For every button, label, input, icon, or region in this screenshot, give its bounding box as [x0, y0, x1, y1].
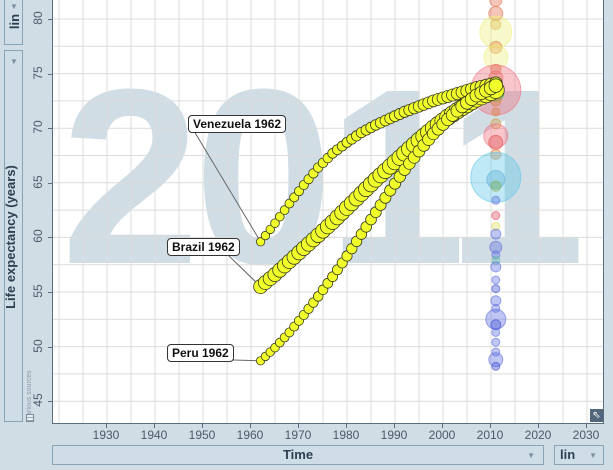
- country-bubble[interactable]: [490, 261, 502, 273]
- label-venezuela-1962[interactable]: Venezuela 1962: [188, 115, 287, 133]
- label-peru-1962[interactable]: Peru 1962: [167, 344, 234, 362]
- country-bubble[interactable]: [489, 0, 503, 7]
- label-brazil-1962[interactable]: Brazil 1962: [167, 238, 240, 256]
- table-icon[interactable]: [26, 414, 34, 422]
- plot-area[interactable]: 2011 Venezuela 1962 Brazil 1962 Peru 196…: [52, 0, 604, 424]
- x-tick-label: 1980: [332, 428, 360, 442]
- country-bubble[interactable]: [491, 347, 501, 357]
- country-bubble[interactable]: [483, 44, 509, 70]
- x-tick-label: 2010: [476, 428, 504, 442]
- country-bubble[interactable]: [488, 134, 504, 150]
- trail-point-venezuela[interactable]: [279, 205, 290, 215]
- x-tick-mark: [490, 424, 491, 428]
- y-tick-mark: [48, 237, 52, 239]
- x-tick-label: 1960: [236, 428, 264, 442]
- x-tick-mark: [202, 424, 203, 428]
- y-tick-mark: [48, 401, 52, 403]
- right-panel-edge: [605, 0, 613, 470]
- x-tick-label: 2030: [572, 428, 600, 442]
- country-bubble[interactable]: [490, 319, 502, 331]
- country-bubble[interactable]: [490, 180, 502, 192]
- y-tick-label: 45: [31, 393, 45, 407]
- dropdown-arrow-icon: ▼: [589, 451, 597, 460]
- y-tick-mark: [48, 19, 52, 20]
- trail-point-venezuela[interactable]: [275, 211, 285, 222]
- y-scale-selector[interactable]: ▼ lin: [4, 0, 23, 45]
- y-tick-label: 60: [31, 229, 45, 244]
- dropdown-arrow-icon: ▼: [10, 2, 18, 11]
- country-bubble[interactable]: [491, 107, 501, 117]
- country-bubble[interactable]: [491, 303, 501, 313]
- country-bubble[interactable]: [489, 40, 503, 54]
- country-bubble[interactable]: [488, 352, 504, 368]
- x-tick-mark: [346, 424, 347, 428]
- country-bubble[interactable]: [491, 221, 501, 231]
- country-bubble[interactable]: [470, 151, 522, 203]
- x-tick-mark: [442, 424, 443, 428]
- country-bubble[interactable]: [490, 148, 502, 160]
- country-bubble[interactable]: [490, 228, 502, 240]
- x-tick-label: 1970: [284, 428, 312, 442]
- x-scale-label: lin: [560, 447, 576, 462]
- x-tick-label: 1950: [188, 428, 216, 442]
- country-bubble[interactable]: [491, 284, 501, 294]
- x-tick-mark: [154, 424, 155, 428]
- y-tick-mark: [48, 73, 52, 75]
- y-tick-mark: [48, 292, 52, 293]
- trail-point-venezuela[interactable]: [260, 230, 271, 241]
- y-tick-label: 55: [31, 284, 45, 298]
- y-tick-mark: [48, 182, 52, 184]
- x-tick-label: 1930: [92, 428, 120, 442]
- dropdown-arrow-icon: ▼: [10, 57, 18, 66]
- country-bubble[interactable]: [491, 275, 501, 285]
- x-tick-mark: [298, 424, 299, 428]
- x-tick-mark: [106, 424, 107, 428]
- country-bubble[interactable]: [491, 337, 501, 347]
- country-bubble[interactable]: [490, 18, 502, 30]
- x-tick-mark: [394, 424, 395, 428]
- x-tick-label: 2000: [428, 428, 456, 442]
- y-tick-label: 70: [31, 120, 45, 134]
- x-tick-mark: [586, 424, 587, 428]
- y-tick-label: 75: [31, 65, 45, 80]
- trail-point-venezuela[interactable]: [270, 218, 280, 228]
- y-tick-mark: [48, 346, 52, 348]
- country-bubble[interactable]: [491, 211, 501, 221]
- country-bubble[interactable]: [491, 327, 501, 337]
- country-bubble[interactable]: [491, 361, 501, 371]
- trail-point-venezuela[interactable]: [256, 237, 266, 247]
- trail-point-peru[interactable]: [488, 78, 504, 93]
- chart-canvas[interactable]: [53, 0, 604, 424]
- x-tick-label: 1940: [140, 428, 168, 442]
- fullscreen-icon[interactable]: ⇖: [590, 409, 603, 422]
- country-bubble[interactable]: [479, 15, 513, 49]
- country-bubble[interactable]: [491, 195, 501, 205]
- x-axis-label: Time: [282, 447, 314, 462]
- y-tick-mark: [48, 128, 52, 130]
- trail-point-venezuela[interactable]: [265, 224, 275, 235]
- country-bubble[interactable]: [490, 295, 502, 307]
- x-tick-label: 1990: [380, 428, 408, 442]
- y-tick-label: 50: [31, 338, 45, 353]
- x-axis-selector[interactable]: Time ▼: [52, 445, 544, 465]
- x-tick-label: 2020: [524, 428, 552, 442]
- y-tick-label: 80: [31, 11, 45, 25]
- y-scale-label: lin: [7, 13, 22, 30]
- dropdown-arrow-icon: ▼: [527, 451, 535, 460]
- y-axis-label: Life expectancy (years): [3, 165, 18, 309]
- x-scale-selector[interactable]: lin ▼: [554, 445, 604, 465]
- y-tick-label: 65: [31, 175, 45, 189]
- country-bubble[interactable]: [489, 240, 503, 254]
- x-tick-mark: [250, 424, 251, 428]
- y-axis-selector[interactable]: ▼ Life expectancy (years): [3, 50, 23, 422]
- x-tick-mark: [538, 424, 539, 428]
- country-bubble[interactable]: [488, 6, 504, 22]
